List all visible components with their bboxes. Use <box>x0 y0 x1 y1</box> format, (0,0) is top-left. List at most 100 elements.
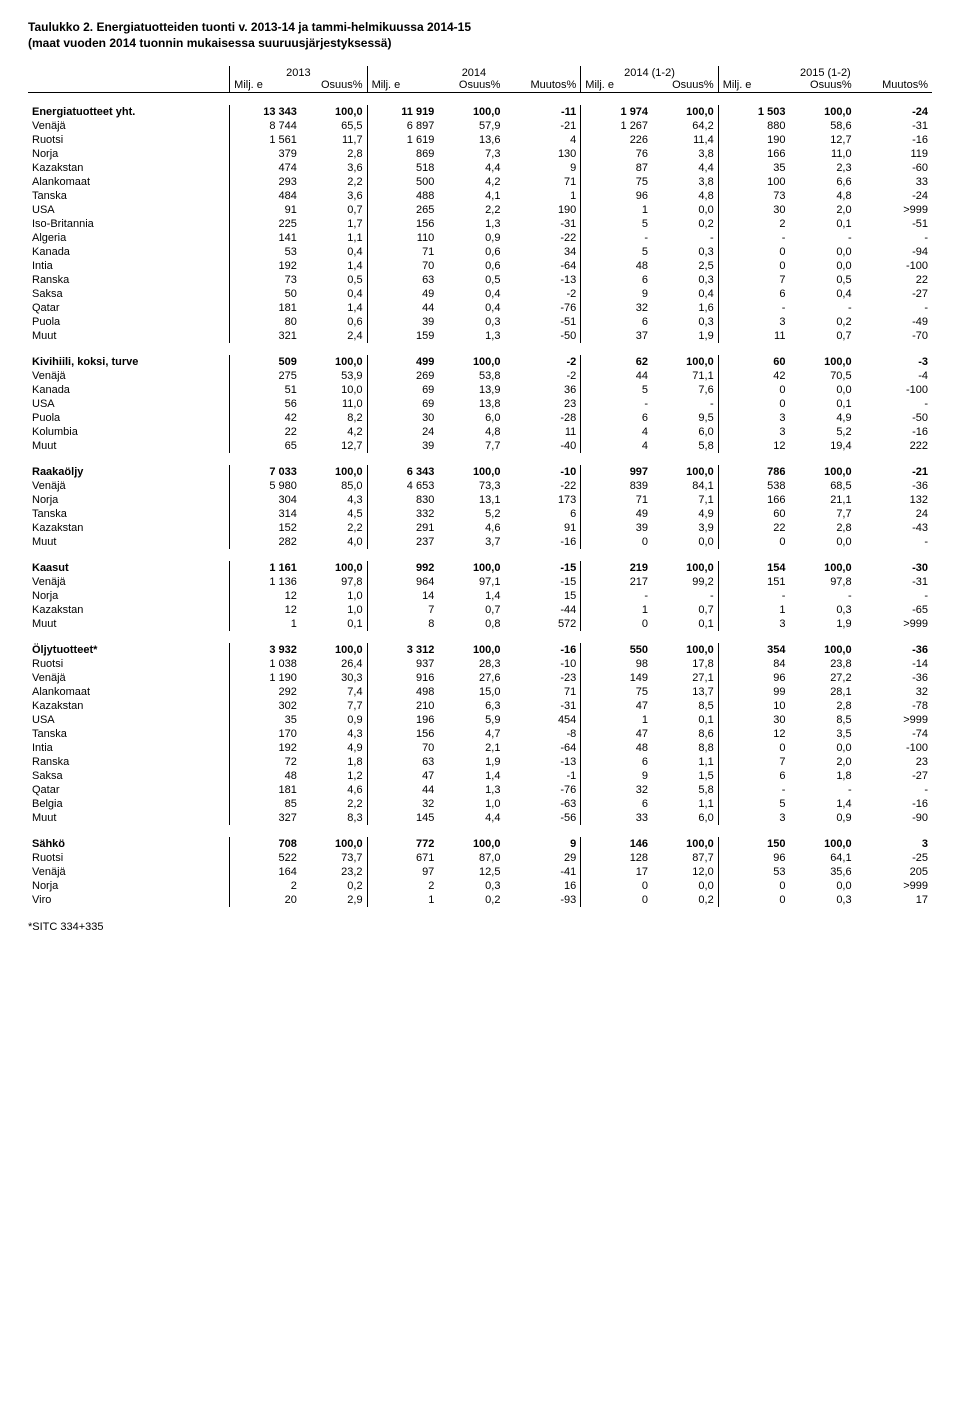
cell: 2,0 <box>789 755 855 769</box>
cell: 53 <box>230 245 301 259</box>
cell: 0,6 <box>438 245 504 259</box>
cell: 22 <box>856 273 932 287</box>
row-label: Norja <box>28 879 230 893</box>
cell: -65 <box>856 603 932 617</box>
cell: 13,8 <box>438 397 504 411</box>
cell: 3,6 <box>301 161 367 175</box>
cell: 0,3 <box>438 315 504 329</box>
cell: 0,4 <box>438 301 504 315</box>
table-row: USA910,72652,219010,0302,0>999 <box>28 203 932 217</box>
cell: -28 <box>504 411 580 425</box>
table-row: Alankomaat2927,449815,0717513,79928,132 <box>28 685 932 699</box>
cell: 130 <box>504 147 580 161</box>
section-header-row: Kaasut1 161100,0992100,0-15219100,015410… <box>28 561 932 575</box>
cell: 32 <box>581 783 652 797</box>
cell: 0 <box>718 879 789 893</box>
cell: 3 <box>718 617 789 631</box>
row-label: Ruotsi <box>28 133 230 147</box>
cell: 219 <box>581 561 652 575</box>
cell: 100,0 <box>789 465 855 479</box>
cell: 84 <box>718 657 789 671</box>
cell: 151 <box>718 575 789 589</box>
cell: 7 <box>367 603 438 617</box>
cell: 145 <box>367 811 438 825</box>
cell: 100,0 <box>789 105 855 119</box>
cell: 6 <box>581 755 652 769</box>
cell: 100,0 <box>652 643 718 657</box>
cell: 6 <box>581 273 652 287</box>
cell: 293 <box>230 175 301 189</box>
cell: 1 <box>581 203 652 217</box>
col-muutos: Muutos% <box>504 79 580 93</box>
cell: -23 <box>504 671 580 685</box>
cell: 0 <box>718 245 789 259</box>
cell: 8,5 <box>652 699 718 713</box>
table-row: Intia1924,9702,1-64488,800,0-100 <box>28 741 932 755</box>
row-label: Kanada <box>28 245 230 259</box>
cell: -10 <box>504 657 580 671</box>
cell: 1 <box>504 189 580 203</box>
cell: 1,4 <box>789 797 855 811</box>
cell: 3,8 <box>652 147 718 161</box>
table-title: Taulukko 2. Energiatuotteiden tuonti v. … <box>28 20 932 34</box>
section-header-row: Raakaöljy7 033100,06 343100,0-10997100,0… <box>28 465 932 479</box>
cell: -16 <box>856 133 932 147</box>
cell: 53,9 <box>301 369 367 383</box>
cell: 3 312 <box>367 643 438 657</box>
cell: -78 <box>856 699 932 713</box>
cell: 4,4 <box>652 161 718 175</box>
cell: -22 <box>504 231 580 245</box>
cell: 226 <box>581 133 652 147</box>
section-header-label: Öljytuotteet* <box>28 643 230 657</box>
cell: 0,7 <box>652 603 718 617</box>
cell: 16 <box>504 879 580 893</box>
cell: 1,1 <box>301 231 367 245</box>
col-osuus: Osuus% <box>652 79 718 93</box>
cell: 97,8 <box>301 575 367 589</box>
cell: -51 <box>856 217 932 231</box>
row-label: Ranska <box>28 755 230 769</box>
section-spacer <box>28 343 932 355</box>
cell: 100,0 <box>652 465 718 479</box>
cell: -36 <box>856 643 932 657</box>
cell: 9 <box>504 837 580 851</box>
cell: 0,0 <box>652 203 718 217</box>
cell: 14 <box>367 589 438 603</box>
cell: 64,2 <box>652 119 718 133</box>
year-2014-1-2: 2014 (1-2) <box>581 66 718 79</box>
cell: 37 <box>581 329 652 343</box>
cell: 3,9 <box>652 521 718 535</box>
cell: 141 <box>230 231 301 245</box>
cell: 2,5 <box>652 259 718 273</box>
cell: 3 <box>718 315 789 329</box>
cell: 3 <box>718 811 789 825</box>
cell: 880 <box>718 119 789 133</box>
cell: -64 <box>504 259 580 273</box>
cell: 538 <box>718 479 789 493</box>
cell: 0,1 <box>789 397 855 411</box>
cell: 269 <box>367 369 438 383</box>
section-header-row: Energiatuotteet yht.13 343100,011 919100… <box>28 105 932 119</box>
cell: -15 <box>504 561 580 575</box>
cell: -36 <box>856 479 932 493</box>
cell: 1,4 <box>301 259 367 273</box>
cell: 1,4 <box>438 589 504 603</box>
section-header-label: Raakaöljy <box>28 465 230 479</box>
cell: 4 <box>581 439 652 453</box>
cell: 17 <box>581 865 652 879</box>
cell: 7 <box>718 755 789 769</box>
cell: 4 <box>581 425 652 439</box>
cell: 0,0 <box>789 535 855 549</box>
table-row: Ruotsi1 56111,71 61913,6422611,419012,7-… <box>28 133 932 147</box>
row-label: USA <box>28 713 230 727</box>
cell: 10 <box>718 699 789 713</box>
row-label: Alankomaat <box>28 175 230 189</box>
cell: 13 343 <box>230 105 301 119</box>
table-row: Tanska3144,53325,26494,9607,724 <box>28 507 932 521</box>
row-label: USA <box>28 397 230 411</box>
table-row: Muut3212,41591,3-50371,9110,7-70 <box>28 329 932 343</box>
cell: 100,0 <box>652 561 718 575</box>
cell: 4,4 <box>438 161 504 175</box>
row-label: Belgia <box>28 797 230 811</box>
cell: - <box>856 589 932 603</box>
